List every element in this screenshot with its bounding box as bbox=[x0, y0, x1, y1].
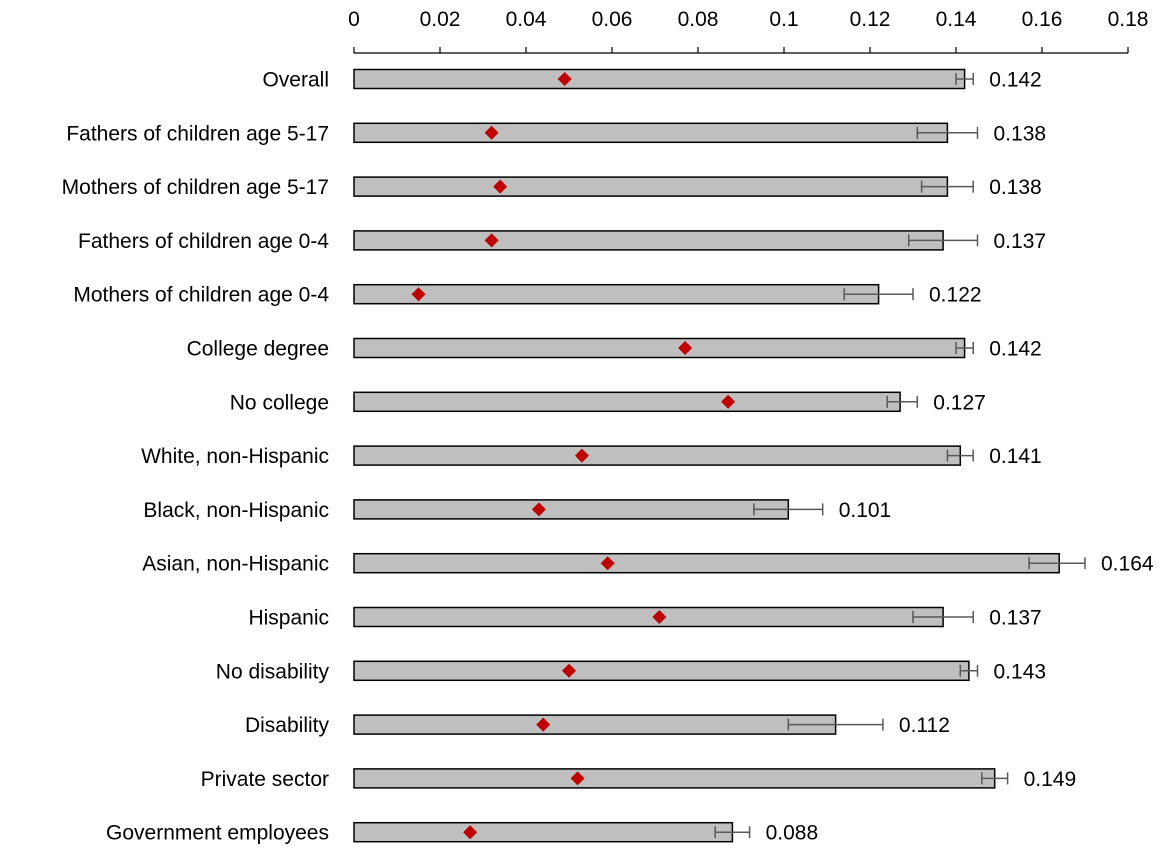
bar bbox=[353, 499, 790, 520]
x-tick-label: 0.08 bbox=[678, 8, 719, 31]
bar bbox=[353, 821, 734, 843]
bar bbox=[353, 445, 962, 466]
value-label: 0.138 bbox=[989, 176, 1042, 199]
value-label: 0.137 bbox=[994, 230, 1047, 253]
diamond-marker bbox=[652, 610, 667, 624]
markers bbox=[411, 72, 736, 840]
value-label: 0.138 bbox=[994, 122, 1047, 145]
value-label: 0.142 bbox=[989, 69, 1042, 92]
diamond-marker bbox=[484, 233, 499, 248]
value-label: 0.127 bbox=[933, 391, 986, 414]
category-label: Government employees bbox=[106, 822, 329, 845]
diamond-marker bbox=[557, 72, 572, 86]
x-tick-label: 0.18 bbox=[1108, 8, 1149, 31]
x-tick-label: 0.1 bbox=[769, 8, 798, 31]
x-tick-label: 0.16 bbox=[1022, 8, 1063, 31]
value-label: 0.142 bbox=[989, 338, 1042, 361]
bar bbox=[353, 122, 949, 144]
diamond-marker bbox=[484, 125, 499, 140]
bar bbox=[353, 660, 970, 682]
x-tick-label: 0.06 bbox=[592, 8, 633, 31]
bar bbox=[353, 230, 944, 251]
x-tick-label: 0 bbox=[348, 8, 360, 31]
category-label: Disability bbox=[245, 714, 330, 737]
category-label: Mothers of children age 0-4 bbox=[73, 284, 329, 307]
x-axis: 0 0.02 0.04 0.06 0.08 0.1 0.12 0.14 0.16 0.18 bbox=[348, 8, 1149, 54]
bar bbox=[353, 337, 966, 359]
error-bars bbox=[714, 73, 1086, 839]
value-label: 0.137 bbox=[989, 607, 1042, 630]
value-label: 0.112 bbox=[899, 714, 950, 737]
x-tick-label: 0.12 bbox=[850, 8, 891, 31]
value-label: 0.149 bbox=[1024, 768, 1077, 791]
category-label: Mothers of children age 5-17 bbox=[62, 176, 329, 199]
category-labels: Overall Fathers of children age 5-17 Mothe… bbox=[62, 69, 330, 845]
value-label: 0.164 bbox=[1101, 553, 1154, 576]
category-label: Hispanic bbox=[248, 607, 329, 630]
bar bbox=[353, 391, 901, 413]
x-tick-label: 0.04 bbox=[506, 8, 547, 31]
category-label: Fathers of children age 0-4 bbox=[78, 230, 329, 253]
bar bbox=[353, 552, 1060, 574]
diamond-marker bbox=[678, 341, 693, 355]
bar bbox=[353, 68, 966, 90]
bar bbox=[353, 606, 944, 628]
diamond-marker bbox=[562, 663, 576, 678]
diamond-marker bbox=[574, 448, 589, 463]
diamond-marker bbox=[411, 287, 426, 302]
category-label: Black, non-Hispanic bbox=[143, 499, 329, 522]
value-label: 0.088 bbox=[766, 822, 819, 845]
bar bbox=[353, 283, 880, 305]
x-tick-label: 0.14 bbox=[936, 8, 977, 31]
bar bbox=[353, 176, 949, 197]
category-label: Asian, non-Hispanic bbox=[142, 553, 329, 576]
diamond-marker bbox=[721, 394, 736, 409]
category-label: Private sector bbox=[201, 768, 329, 791]
diamond-marker bbox=[600, 556, 615, 571]
value-label: 0.122 bbox=[929, 284, 982, 307]
diamond-marker bbox=[531, 502, 546, 517]
category-label: No college bbox=[230, 391, 329, 414]
diamond-marker bbox=[570, 771, 585, 786]
value-label: 0.143 bbox=[994, 660, 1047, 683]
diamond-marker bbox=[493, 179, 508, 194]
category-label: Overall bbox=[262, 69, 329, 92]
x-tick-label: 0.02 bbox=[420, 8, 461, 31]
category-label: No disability bbox=[216, 660, 330, 683]
value-label: 0.101 bbox=[839, 499, 892, 522]
category-label: White, non-Hispanic bbox=[141, 445, 329, 468]
value-labels: 0.142 0.138 0.138 0.137 0.122 0.142 0.127 0.141… bbox=[766, 69, 1154, 845]
bar bbox=[353, 768, 996, 789]
diamond-marker bbox=[536, 717, 551, 732]
bar bbox=[353, 714, 837, 735]
value-label: 0.141 bbox=[989, 445, 1042, 468]
category-label: Fathers of children age 5-17 bbox=[66, 122, 329, 145]
diamond-marker bbox=[463, 825, 478, 840]
category-label: College degree bbox=[187, 338, 329, 361]
